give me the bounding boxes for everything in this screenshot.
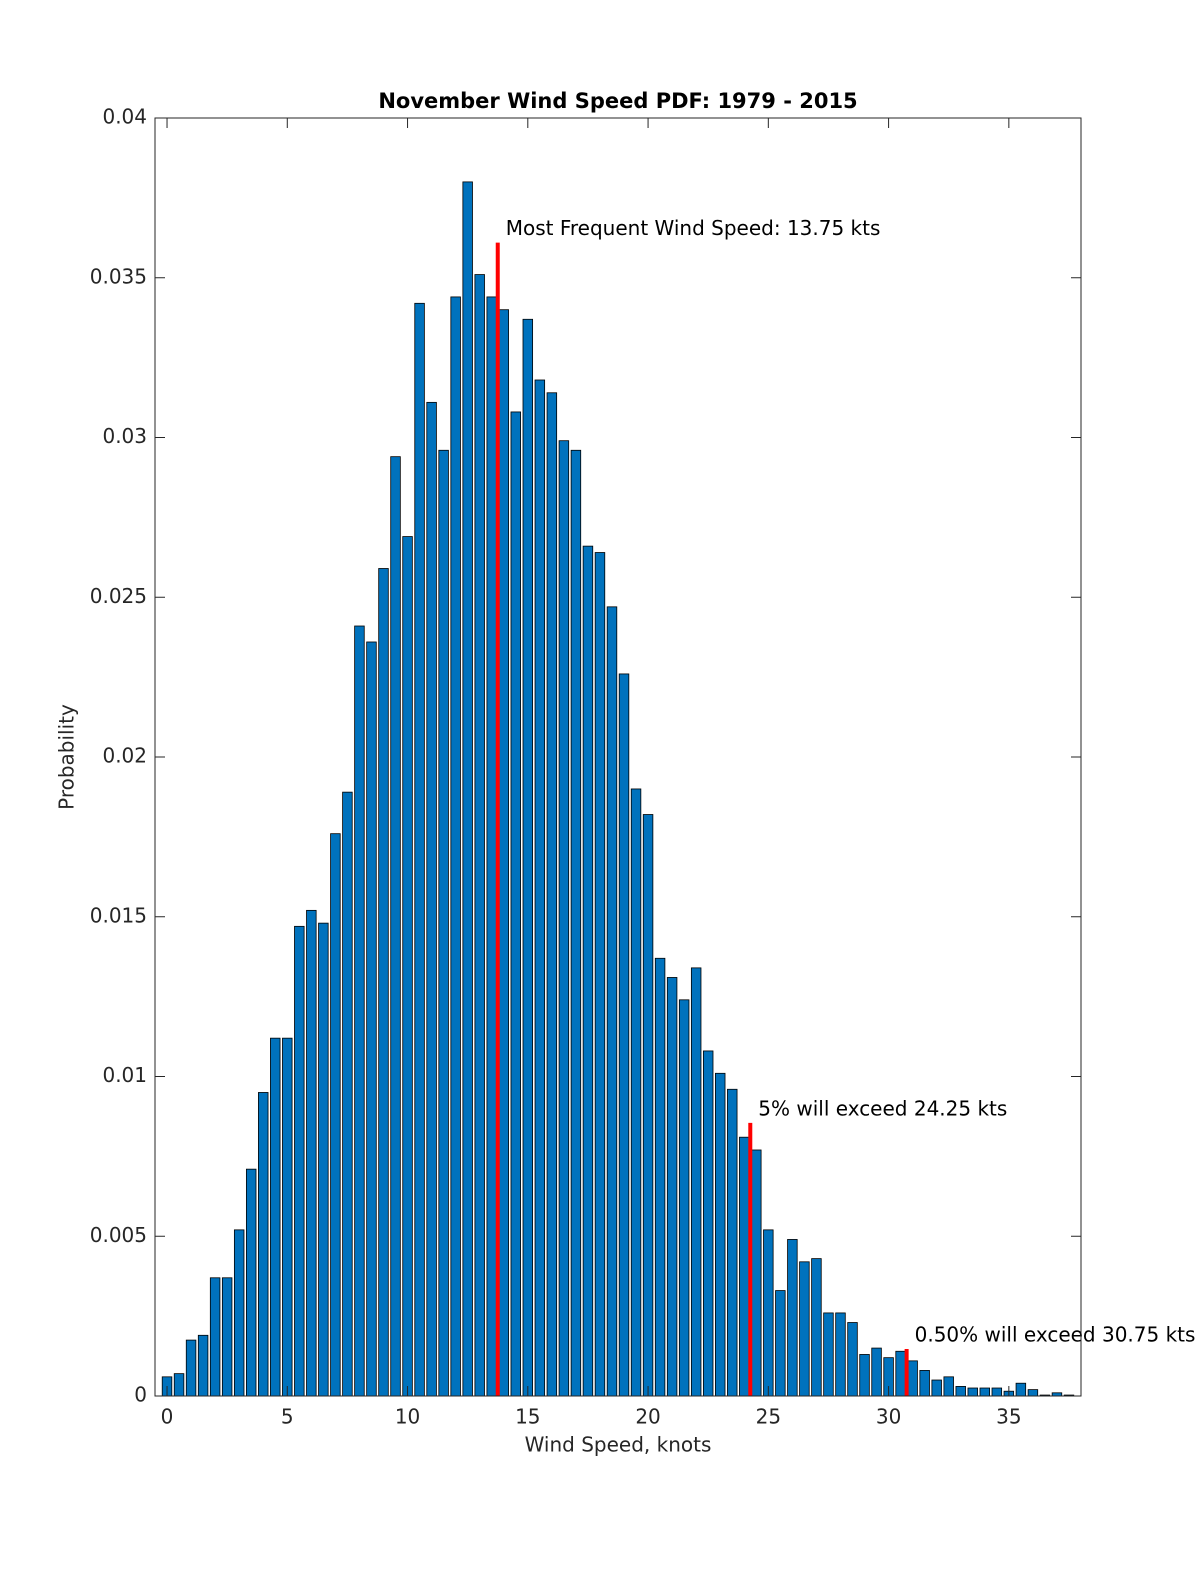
bar [546, 392, 558, 1397]
bar [342, 791, 353, 1397]
bar [330, 833, 341, 1397]
x-tick-label: 5 [281, 1405, 294, 1429]
annotation: 0.50% will exceed 30.75 kts [915, 1323, 1196, 1347]
bar [847, 1322, 858, 1397]
bar [606, 606, 618, 1397]
bar [594, 552, 606, 1397]
bar [654, 957, 666, 1397]
x-tick-label: 25 [756, 1405, 781, 1429]
bar [702, 1050, 714, 1397]
bar [1027, 1389, 1039, 1397]
x-tick-label: 15 [515, 1405, 540, 1429]
bar [233, 1229, 245, 1397]
bar [426, 401, 437, 1397]
bar [835, 1312, 846, 1397]
bar [618, 673, 630, 1397]
bar [474, 274, 485, 1397]
bar [642, 814, 654, 1397]
bar [799, 1261, 810, 1397]
y-tick-label: 0 [134, 1383, 147, 1407]
bar [173, 1373, 185, 1397]
bar [678, 999, 690, 1397]
bar [871, 1347, 882, 1397]
bar [306, 909, 317, 1397]
bar [245, 1168, 257, 1397]
bar [318, 922, 329, 1397]
bar [450, 296, 461, 1397]
x-tick-label: 35 [996, 1405, 1021, 1429]
bar [209, 1277, 221, 1397]
y-tick-label: 0.005 [90, 1223, 147, 1247]
x-tick-label: 0 [161, 1405, 174, 1429]
bar [1015, 1382, 1027, 1397]
y-tick-label: 0.01 [102, 1063, 147, 1087]
x-tick-label: 20 [635, 1405, 660, 1429]
bar [486, 296, 497, 1397]
bar [570, 449, 582, 1397]
bar [919, 1370, 930, 1397]
bar [221, 1277, 233, 1397]
bar [859, 1354, 870, 1397]
bar [931, 1379, 942, 1397]
annotation: 5% will exceed 24.25 kts [758, 1096, 1007, 1120]
bar [967, 1387, 978, 1397]
y-tick-label: 0.02 [102, 744, 147, 768]
bar [462, 181, 473, 1397]
bar [630, 788, 642, 1397]
bar [390, 456, 401, 1397]
y-tick-label: 0.015 [90, 903, 147, 927]
bar [534, 379, 546, 1397]
bar [690, 967, 702, 1397]
bar [414, 302, 425, 1397]
bar [739, 1136, 750, 1397]
bar [294, 925, 305, 1397]
bar [787, 1239, 798, 1397]
bar [895, 1350, 906, 1397]
bar [438, 449, 449, 1397]
annotation: Most Frequent Wind Speed: 13.75 kts [506, 216, 881, 240]
y-tick-label: 0.03 [102, 424, 147, 448]
y-tick-label: 0.025 [90, 584, 147, 608]
y-axis-label: Probability [55, 704, 79, 810]
bar [558, 440, 570, 1397]
bar [366, 641, 377, 1397]
bar [751, 1149, 762, 1397]
bar [270, 1037, 281, 1397]
bar [955, 1386, 966, 1397]
bar [582, 545, 594, 1397]
bar [498, 309, 509, 1397]
bar [354, 625, 365, 1397]
bar [378, 568, 389, 1397]
bar [811, 1258, 822, 1397]
bar [666, 977, 678, 1397]
x-tick-label: 30 [876, 1405, 901, 1429]
bar [907, 1360, 918, 1397]
bar [943, 1376, 954, 1397]
bar [979, 1387, 991, 1397]
bar [823, 1312, 834, 1397]
chart-title: November Wind Speed PDF: 1979 - 2015 [378, 89, 857, 113]
bar [282, 1037, 293, 1397]
y-tick-label: 0.035 [90, 264, 147, 288]
y-tick-label: 0.04 [102, 105, 147, 129]
bar [522, 318, 534, 1397]
bar [258, 1092, 269, 1397]
bar [991, 1387, 1003, 1397]
x-tick-label: 10 [395, 1405, 420, 1429]
x-axis-label: Wind Speed, knots [525, 1433, 712, 1457]
bar [402, 536, 413, 1397]
bar [763, 1229, 774, 1397]
bar [185, 1339, 197, 1397]
bar [197, 1334, 209, 1397]
bar [510, 411, 521, 1397]
bar [775, 1290, 786, 1397]
bar [727, 1088, 738, 1397]
bar [715, 1072, 726, 1397]
